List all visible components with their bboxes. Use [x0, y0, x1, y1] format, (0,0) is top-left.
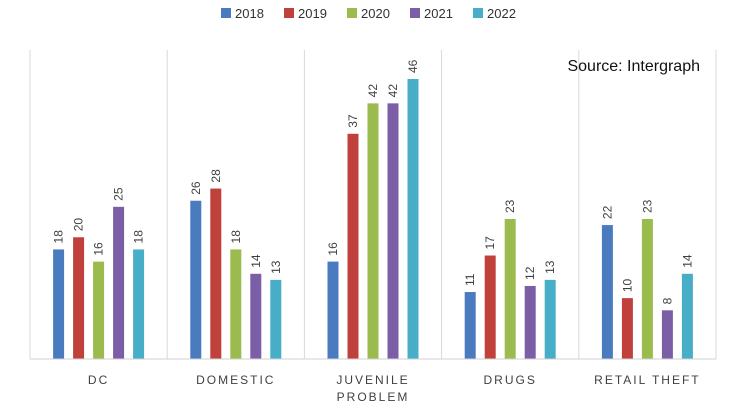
- value-label-2021-4: 8: [660, 297, 674, 304]
- value-label-2018-4: 22: [600, 205, 614, 219]
- bar-2018-0: [53, 249, 65, 359]
- bar-2022-0: [133, 249, 145, 359]
- source-annotation: Source: Intergraph: [567, 58, 700, 75]
- value-label-2021-0: 25: [112, 187, 126, 201]
- category-label-4: RETAIL THEFT: [594, 373, 700, 387]
- value-label-2021-1: 14: [249, 254, 263, 268]
- category-dividers: [29, 50, 717, 359]
- bars: [53, 79, 693, 359]
- value-label-2020-3: 23: [503, 199, 517, 213]
- legend-label-2020: 2020: [361, 6, 390, 21]
- bar-2020-0: [93, 261, 105, 359]
- bar-2020-1: [230, 249, 242, 359]
- legend: 2018 2019 2020 2021 2022: [221, 6, 516, 21]
- value-label-2019-4: 10: [620, 278, 634, 292]
- bar-2019-4: [621, 298, 633, 359]
- bar-2021-2: [387, 103, 399, 359]
- legend-label-2021: 2021: [424, 6, 453, 21]
- bar-2018-4: [601, 225, 613, 359]
- value-label-2022-3: 13: [543, 260, 557, 274]
- bar-2022-4: [681, 273, 693, 359]
- bar-2021-4: [661, 310, 673, 359]
- value-label-2019-3: 17: [483, 236, 497, 250]
- bar-2018-2: [327, 261, 339, 359]
- bar-2019-2: [347, 133, 359, 359]
- value-label-2018-3: 11: [463, 273, 477, 286]
- value-label-2020-0: 16: [92, 242, 106, 256]
- bar-2020-2: [367, 103, 379, 359]
- bar-2019-1: [210, 188, 222, 359]
- bar-2021-3: [524, 285, 536, 359]
- legend-swatch-2019: [284, 8, 294, 18]
- legend-swatch-2022: [473, 8, 483, 18]
- value-label-2019-0: 20: [72, 218, 86, 232]
- bar-2022-1: [270, 279, 282, 359]
- value-label-2021-3: 12: [523, 266, 537, 280]
- value-label-2020-4: 23: [640, 199, 654, 213]
- bar-2020-3: [504, 219, 516, 359]
- category-label-2: JUVENILE: [336, 373, 409, 387]
- bar-2022-3: [544, 279, 556, 359]
- value-label-2019-2: 37: [346, 114, 360, 128]
- bar-2021-0: [113, 206, 125, 359]
- bar-2022-2: [407, 79, 419, 359]
- category-label-2: PROBLEM: [337, 390, 410, 404]
- legend-swatch-2021: [410, 8, 420, 18]
- value-label-2020-2: 42: [366, 84, 380, 98]
- bar-2021-1: [250, 273, 262, 359]
- bar-2020-4: [641, 219, 653, 359]
- value-label-2022-4: 14: [680, 254, 694, 268]
- value-label-2022-1: 13: [269, 260, 283, 274]
- bar-2019-3: [484, 255, 496, 359]
- legend-label-2022: 2022: [487, 6, 516, 21]
- legend-swatch-2018: [221, 8, 231, 18]
- value-label-2020-1: 18: [229, 230, 243, 244]
- bar-2019-0: [73, 237, 85, 359]
- value-label-2018-0: 18: [52, 230, 66, 244]
- value-label-2018-1: 26: [189, 181, 203, 195]
- legend-swatch-2020: [347, 8, 357, 18]
- category-label-0: DC: [88, 373, 109, 387]
- bar-2018-3: [464, 292, 476, 359]
- category-labels: DC DOMESTIC JUVENILE PROBLEM DRUGS RETAIL THE…: [88, 373, 700, 404]
- value-label-2019-1: 28: [209, 169, 223, 183]
- value-label-2022-0: 18: [132, 230, 146, 244]
- bar-2018-1: [190, 200, 202, 359]
- value-label-2021-2: 42: [386, 84, 400, 98]
- legend-label-2019: 2019: [298, 6, 327, 21]
- value-label-2022-2: 46: [406, 59, 420, 73]
- legend-label-2018: 2018: [235, 6, 264, 21]
- value-label-2018-2: 16: [326, 242, 340, 256]
- category-label-3: DRUGS: [484, 373, 537, 387]
- value-labels: 18 20 16 25 18 26 28 18 14 13 16 37 42 42 46 11 17 23 12 13…: [52, 59, 695, 304]
- category-label-1: DOMESTIC: [196, 373, 275, 387]
